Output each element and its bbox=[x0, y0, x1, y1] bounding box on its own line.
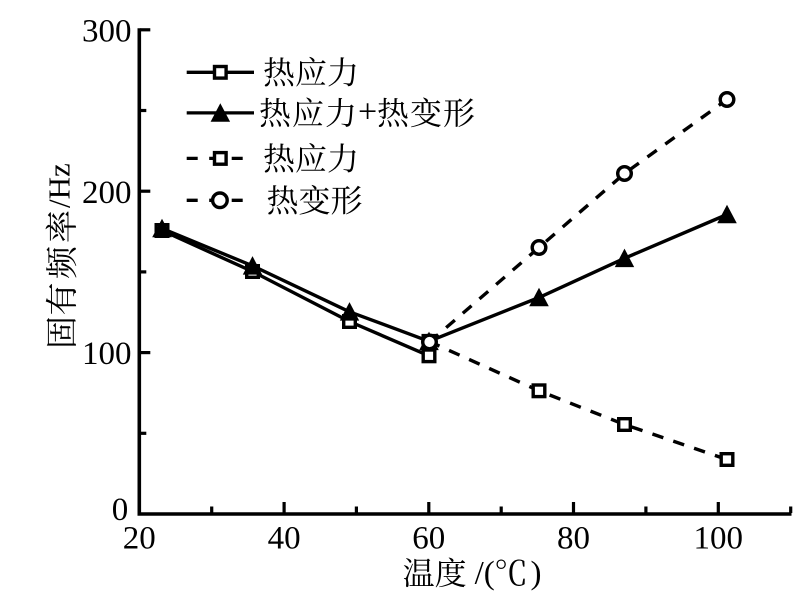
svg-text:100: 100 bbox=[694, 520, 744, 556]
svg-text:100: 100 bbox=[82, 336, 132, 372]
svg-text:300: 300 bbox=[82, 13, 132, 49]
svg-text:60: 60 bbox=[412, 520, 445, 556]
svg-text:/: / bbox=[475, 556, 485, 592]
svg-text:20: 20 bbox=[123, 520, 156, 556]
svg-text:): ) bbox=[531, 556, 542, 592]
svg-text:0: 0 bbox=[112, 492, 129, 528]
svg-text:+: + bbox=[358, 93, 377, 130]
svg-text:200: 200 bbox=[82, 175, 132, 211]
svg-text:40: 40 bbox=[268, 520, 301, 556]
svg-text:(: ( bbox=[484, 556, 495, 592]
svg-text:/Hz: /Hz bbox=[41, 163, 76, 208]
svg-text:80: 80 bbox=[557, 520, 590, 556]
